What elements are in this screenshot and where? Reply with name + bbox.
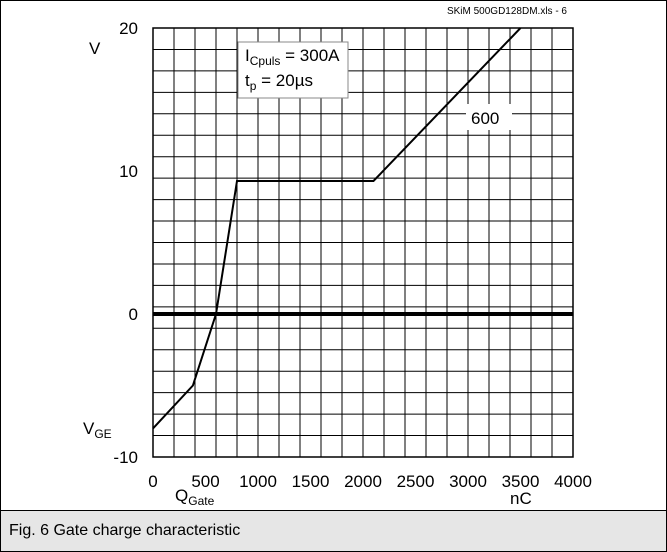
x-tick-label: 2500 bbox=[397, 472, 435, 491]
x-tick-label: 500 bbox=[191, 472, 219, 491]
y-tick-label: 10 bbox=[119, 162, 138, 181]
x-tick-label: 0 bbox=[148, 472, 157, 491]
x-tick-label: 2000 bbox=[344, 472, 382, 491]
y-tick-label: 20 bbox=[119, 19, 138, 38]
y-tick-label: 0 bbox=[129, 305, 138, 324]
x-tick-label: 3500 bbox=[502, 472, 540, 491]
plot-area-border bbox=[152, 27, 574, 458]
figure-caption-bar: Fig. 6 Gate charge characteristic bbox=[1, 510, 666, 551]
x-tick-label: 1000 bbox=[239, 472, 277, 491]
y-axis-unit: V bbox=[89, 39, 101, 58]
series-label-600: 600 bbox=[471, 109, 499, 128]
x-tick-label: 1500 bbox=[292, 472, 330, 491]
x-tick-label: 3000 bbox=[449, 472, 487, 491]
annotation-line-1: ICpuls = 300A bbox=[245, 46, 340, 68]
y-axis-label: VGE bbox=[83, 419, 112, 441]
x-tick-labels: 0 500 1000 1500 2000 2500 3000 3500 4000 bbox=[148, 472, 592, 491]
figure-caption: Fig. 6 Gate charge characteristic bbox=[9, 522, 241, 539]
x-axis-label: QGate bbox=[175, 486, 215, 508]
series-line-600 bbox=[152, 27, 522, 430]
y-tick-labels: 20 10 0 -10 bbox=[113, 19, 138, 467]
series-label-box: 600 bbox=[466, 104, 512, 130]
x-axis-unit: nC bbox=[510, 489, 532, 508]
annotation-line-2: tp = 20µs bbox=[245, 71, 313, 93]
gate-charge-chart: 0 500 1000 1500 2000 2500 3000 3500 4000 20 10 0 -1… bbox=[83, 6, 592, 508]
annotation-box: ICpuls = 300A tp = 20µs bbox=[237, 41, 349, 99]
y-tick-label: -10 bbox=[113, 448, 138, 467]
source-file-label: SKiM 500GD128DM.xls - 6 bbox=[447, 6, 567, 17]
x-tick-label: 4000 bbox=[554, 472, 592, 491]
grid-lines bbox=[152, 27, 574, 458]
